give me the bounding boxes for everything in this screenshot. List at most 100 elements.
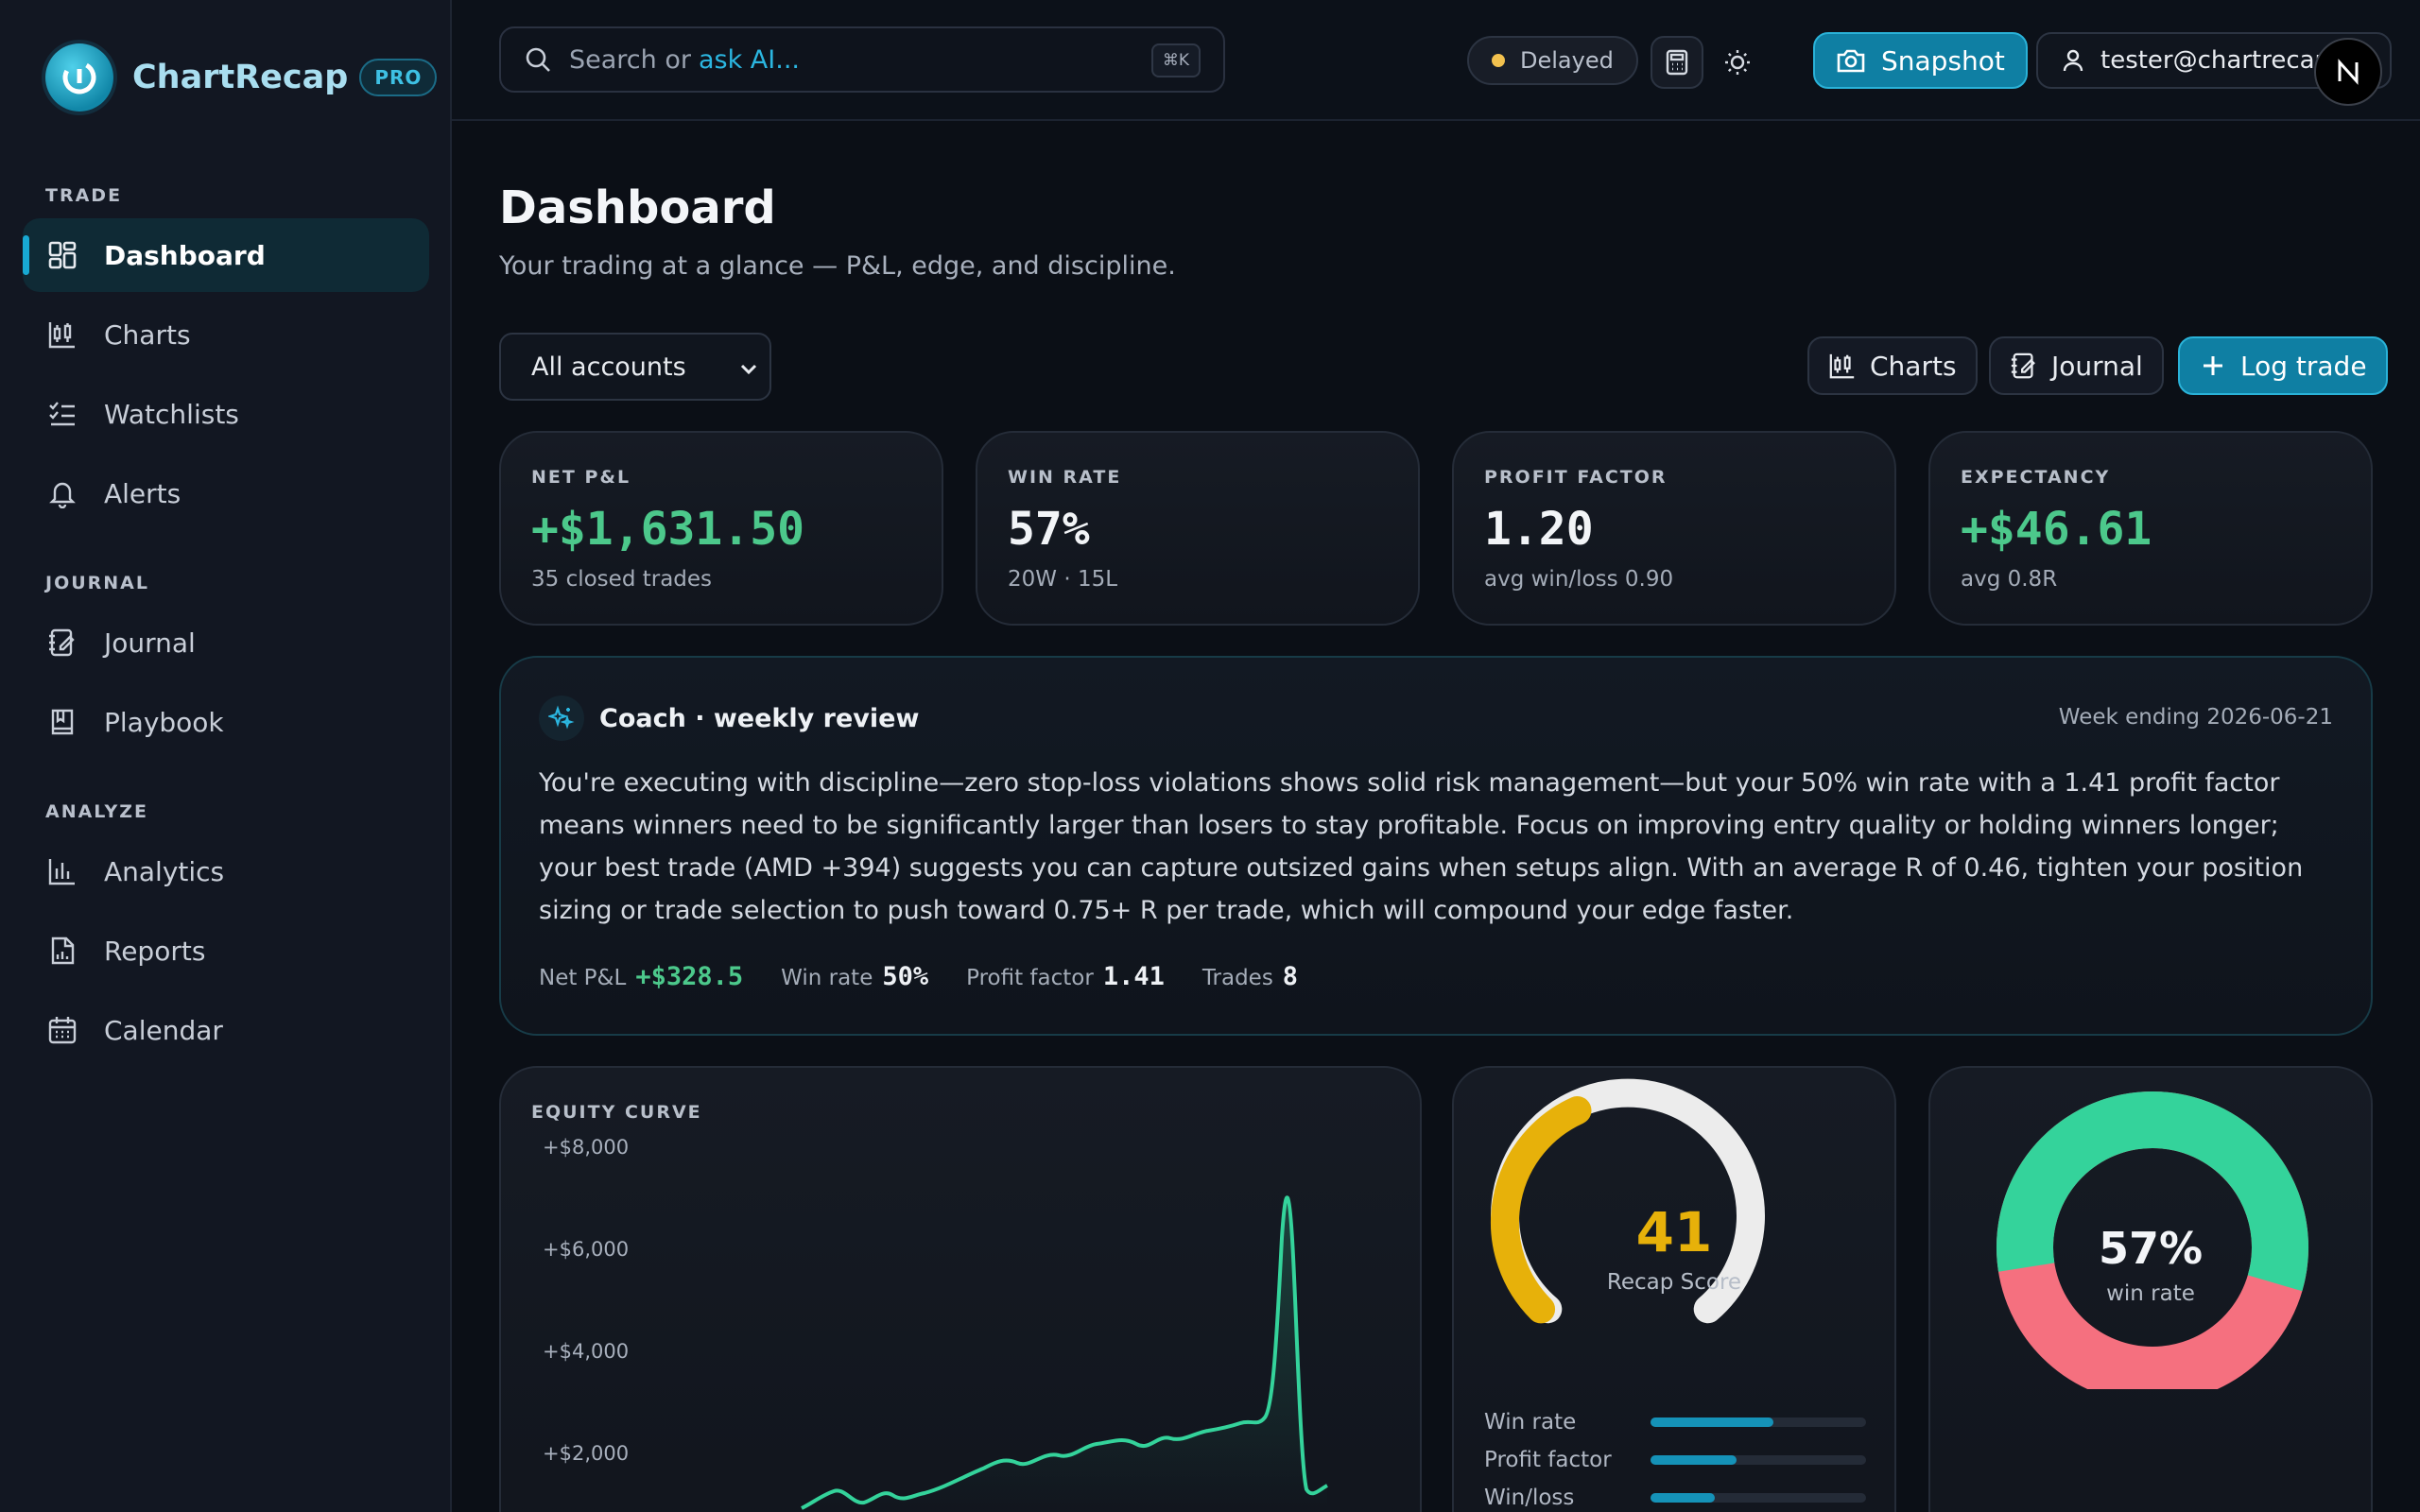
kpi-sub: avg 0.8R: [1961, 567, 2058, 592]
donut-label: win rate: [2106, 1281, 2195, 1306]
user-menu[interactable]: tester@chartrecap.io: [2036, 32, 2392, 89]
nav-section-analyze: ANALYZE: [45, 801, 148, 822]
score-metric-row: Win rate: [1484, 1408, 1866, 1436]
charts-button-label: Charts: [1870, 350, 1957, 382]
sidebar-item-label: Watchlists: [104, 398, 239, 430]
bell-icon: [45, 476, 79, 510]
sidebar-item-charts[interactable]: Charts: [23, 298, 429, 371]
sidebar-item-label: Journal: [104, 627, 196, 659]
search-icon: [524, 45, 552, 74]
equity-curve-area: [802, 1197, 1327, 1512]
search-ai-link[interactable]: ask AI...: [698, 44, 800, 75]
equity-tick-label: +$6,000: [543, 1238, 630, 1261]
kpi-sub: 35 closed trades: [531, 567, 713, 592]
data-status-badge: Delayed: [1467, 36, 1638, 85]
brand[interactable]: ChartRecap PRO: [45, 43, 438, 112]
equity-curve-card: EQUITY CURVE +$8,000 +$6,000 +$4,000 +$2…: [499, 1066, 1422, 1512]
coach-week: Week ending 2026-06-21: [2058, 705, 2333, 730]
coach-stat-trades: 8: [1282, 962, 1299, 991]
chevron-down-icon: [737, 357, 760, 387]
coach-stat-label: Win rate: [781, 966, 873, 990]
candlestick-icon: [45, 318, 79, 352]
score-metric-track: [1651, 1455, 1866, 1465]
sidebar-item-label: Alerts: [104, 477, 182, 509]
search-shortcut: ⌘K: [1150, 43, 1201, 77]
account-select[interactable]: All accounts: [499, 333, 771, 401]
equity-tick-label: +$4,000: [543, 1340, 630, 1363]
candlestick-icon: [1828, 352, 1857, 380]
kpi-label: EXPECTANCY: [1961, 467, 2111, 488]
snapshot-button[interactable]: Snapshot: [1813, 32, 2028, 89]
coach-stat-net-pnl: +$328.5: [635, 962, 744, 991]
kpi-card-profit-factor: PROFIT FACTOR 1.20 avg win/loss 0.90: [1452, 431, 1896, 626]
book-icon: [45, 705, 79, 739]
coach-stat-label: Profit factor: [966, 966, 1094, 990]
sun-icon: [1722, 47, 1753, 77]
coach-weekly-review: Coach · weekly review Week ending 2026-0…: [499, 656, 2373, 1036]
gauge-fill: [1491, 1096, 1592, 1324]
score-metric-label: Profit factor: [1484, 1448, 1612, 1472]
nav-section-journal: JOURNAL: [45, 573, 149, 593]
score-metric-fill: [1651, 1455, 1737, 1465]
sidebar: ChartRecap PRO TRADE Dashboard Charts Wa…: [0, 0, 452, 1512]
recap-score-gauge: [1491, 1078, 1765, 1324]
journal-button-label: Journal: [2051, 350, 2143, 382]
coach-header: Coach · weekly review: [539, 696, 919, 741]
coach-body: You're executing with discipline—zero st…: [539, 768, 2304, 925]
kpi-card-expectancy: EXPECTANCY +$46.61 avg 0.8R: [1928, 431, 2373, 626]
calculator-button[interactable]: [1651, 36, 1703, 89]
coach-stat-label: Trades: [1201, 966, 1273, 990]
equity-tick-label: +$8,000: [543, 1136, 630, 1159]
sidebar-item-alerts[interactable]: Alerts: [23, 456, 429, 530]
search-input[interactable]: Search or ask AI... ⌘K: [499, 26, 1225, 93]
user-icon: [2061, 48, 2085, 73]
win-rate-donut-card: 57% win rate: [1928, 1066, 2373, 1512]
sidebar-item-label: Analytics: [104, 855, 225, 887]
pro-badge: PRO: [359, 59, 438, 96]
account-select-value: All accounts: [531, 352, 686, 382]
score-metric-label: Win rate: [1484, 1410, 1577, 1435]
coach-stat-profit-factor: 1.41: [1102, 962, 1165, 991]
theme-toggle-button[interactable]: [1711, 36, 1764, 89]
sidebar-item-journal[interactable]: Journal: [23, 606, 429, 679]
kpi-card-win-rate: WIN RATE 57% 20W · 15L: [976, 431, 1420, 626]
search-placeholder: Search or: [569, 44, 691, 75]
kpi-sub: avg win/loss 0.90: [1484, 567, 1674, 592]
sidebar-item-analytics[interactable]: Analytics: [23, 834, 429, 908]
coach-stats: Net P&L +$328.5 Win rate 50% Profit fact…: [539, 962, 1336, 991]
score-metric-row: Profit factor: [1484, 1446, 1866, 1474]
sidebar-item-watchlists[interactable]: Watchlists: [23, 377, 429, 451]
score-metric-fill: [1651, 1418, 1773, 1427]
page-title: Dashboard: [499, 181, 776, 234]
nav-section-trade: TRADE: [45, 185, 123, 206]
calendar-icon: [45, 1013, 79, 1047]
bar-chart-icon: [45, 854, 79, 888]
equity-tick-label: +$2,000: [543, 1442, 630, 1465]
recap-score-label: Recap Score: [1606, 1270, 1742, 1295]
sidebar-item-calendar[interactable]: Calendar: [23, 993, 429, 1067]
equity-curve-label: EQUITY CURVE: [531, 1102, 702, 1123]
log-trade-button-label: Log trade: [2240, 350, 2367, 382]
sidebar-item-reports[interactable]: Reports: [23, 914, 429, 988]
kpi-value: +$46.61: [1961, 503, 2152, 556]
dashboard-icon: [45, 238, 79, 272]
camera-icon: [1836, 45, 1866, 76]
kpi-sub: 20W · 15L: [1008, 567, 1118, 592]
sidebar-item-label: Calendar: [104, 1014, 223, 1046]
score-metric-track: [1651, 1418, 1866, 1427]
notebook-icon: [2010, 352, 2038, 380]
equity-curve-chart: [801, 1195, 1328, 1512]
sidebar-item-dashboard[interactable]: Dashboard: [23, 218, 429, 292]
score-metric-row: Win/loss: [1484, 1484, 1866, 1512]
score-metric-track: [1651, 1493, 1866, 1503]
equity-curve-line: [801, 1195, 1328, 1510]
avatar[interactable]: [2314, 38, 2382, 106]
plus-icon: [2199, 352, 2227, 380]
sidebar-item-playbook[interactable]: Playbook: [23, 685, 429, 759]
charts-button[interactable]: Charts: [1807, 336, 1978, 395]
score-metric-fill: [1651, 1493, 1716, 1503]
journal-button[interactable]: Journal: [1989, 336, 2164, 395]
log-trade-button[interactable]: Log trade: [2178, 336, 2388, 395]
donut-win-segment: [1996, 1091, 2308, 1389]
calculator-icon: [1663, 48, 1691, 77]
